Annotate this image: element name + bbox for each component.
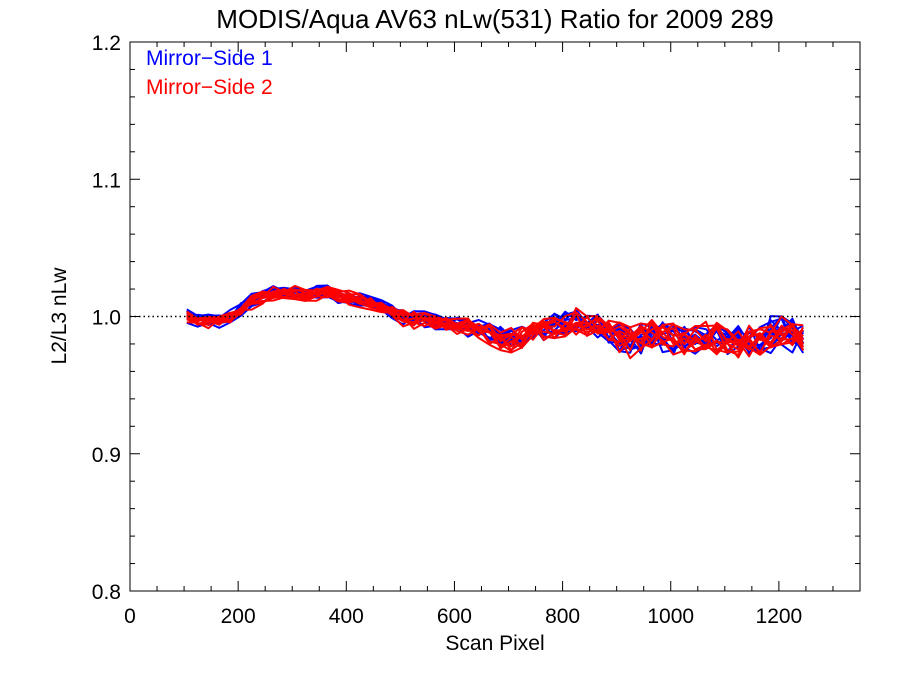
y-tick-label: 1.2 <box>92 32 121 55</box>
legend-mirror-side-1: Mirror−Side 1 <box>146 47 273 70</box>
x-tick-label: 0 <box>124 605 136 628</box>
series-line-2 <box>186 289 804 360</box>
x-axis-label: Scan Pixel <box>445 632 544 655</box>
x-tick-label: 200 <box>221 605 256 628</box>
x-tick-label: 800 <box>545 605 580 628</box>
y-axis-label: L2/L3 nLw <box>48 267 71 365</box>
y-tick-label: 0.8 <box>92 581 121 604</box>
series-line-2 <box>186 287 805 356</box>
y-tick-label: 1.1 <box>92 169 121 192</box>
y-tick-label: 0.9 <box>92 444 121 467</box>
x-tick-label: 600 <box>437 605 472 628</box>
x-tick-label: 1200 <box>756 605 803 628</box>
x-tick-label: 400 <box>329 605 364 628</box>
chart-title: MODIS/Aqua AV63 nLw(531) Ratio for 2009 … <box>216 4 773 34</box>
tick-labels-layer: 0 200 400 600 800 1000 1200 0.8 0.9 1.0 1.1 1.2 <box>92 32 802 628</box>
ticks-layer <box>129 41 861 592</box>
y-tick-label: 1.0 <box>92 307 121 330</box>
legend-mirror-side-2: Mirror−Side 2 <box>146 76 273 99</box>
series-layer <box>186 284 805 360</box>
x-tick-label: 1000 <box>647 605 694 628</box>
